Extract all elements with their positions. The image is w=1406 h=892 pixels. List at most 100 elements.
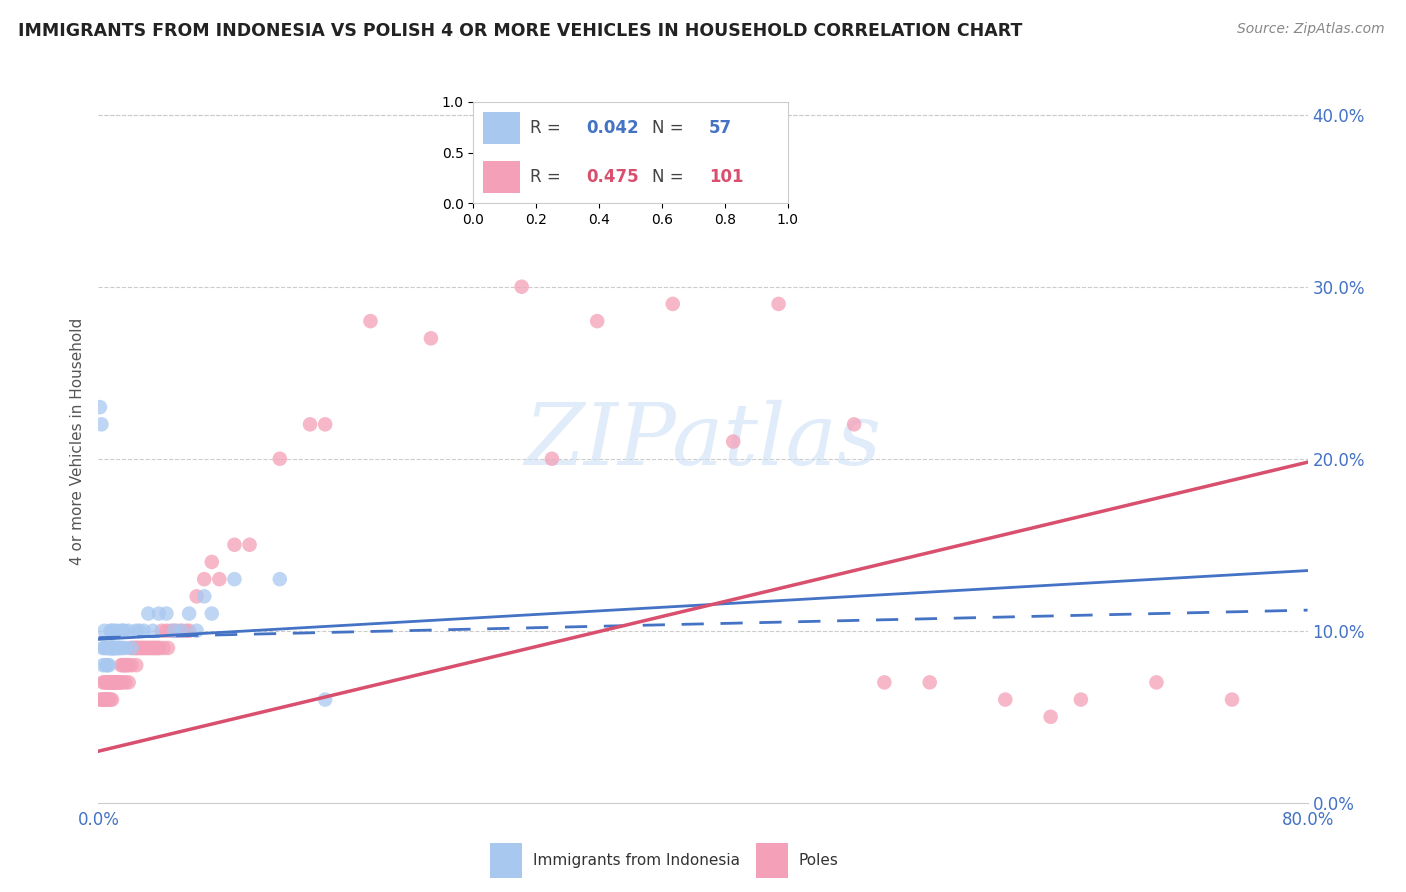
Point bbox=[156, 640, 179, 655]
Point bbox=[201, 555, 224, 569]
Point bbox=[98, 675, 121, 690]
Point bbox=[100, 624, 122, 638]
Point bbox=[174, 624, 197, 638]
Point bbox=[93, 640, 115, 655]
Point bbox=[108, 640, 131, 655]
Point bbox=[101, 640, 124, 655]
Text: Source: ZipAtlas.com: Source: ZipAtlas.com bbox=[1237, 22, 1385, 37]
Point bbox=[111, 675, 134, 690]
Point bbox=[918, 675, 941, 690]
Point bbox=[98, 658, 121, 673]
Point bbox=[166, 624, 188, 638]
Point bbox=[110, 658, 132, 673]
Point bbox=[105, 624, 128, 638]
Point bbox=[112, 624, 135, 638]
Point bbox=[100, 640, 122, 655]
Point bbox=[90, 417, 112, 432]
Point bbox=[100, 692, 122, 706]
Point bbox=[98, 640, 121, 655]
Point bbox=[120, 640, 142, 655]
Point bbox=[118, 624, 141, 638]
Point bbox=[129, 640, 152, 655]
Point bbox=[111, 624, 134, 638]
Point bbox=[844, 417, 866, 432]
Point bbox=[873, 675, 896, 690]
Point bbox=[768, 297, 790, 311]
Point bbox=[103, 640, 125, 655]
Point bbox=[114, 658, 136, 673]
Point bbox=[146, 640, 169, 655]
Point bbox=[96, 675, 118, 690]
Point bbox=[1039, 710, 1062, 724]
Point bbox=[145, 640, 167, 655]
Point bbox=[110, 675, 132, 690]
Point bbox=[98, 692, 121, 706]
Point bbox=[155, 624, 177, 638]
Point bbox=[193, 572, 215, 586]
Point bbox=[101, 624, 124, 638]
Point bbox=[121, 640, 143, 655]
Point bbox=[136, 640, 159, 655]
Point bbox=[142, 640, 165, 655]
Point bbox=[105, 640, 128, 655]
Point bbox=[148, 640, 170, 655]
Point bbox=[98, 675, 121, 690]
Point bbox=[132, 640, 155, 655]
Point bbox=[128, 640, 150, 655]
Point bbox=[208, 572, 231, 586]
Point bbox=[91, 640, 114, 655]
Point bbox=[94, 692, 117, 706]
Point bbox=[134, 640, 156, 655]
Point bbox=[91, 658, 114, 673]
Point bbox=[103, 624, 125, 638]
Point bbox=[103, 675, 125, 690]
Point bbox=[269, 451, 291, 466]
Point bbox=[420, 331, 443, 345]
Point bbox=[540, 451, 562, 466]
Point bbox=[586, 314, 609, 328]
Point bbox=[186, 590, 208, 604]
Point bbox=[107, 675, 129, 690]
Point bbox=[89, 400, 111, 414]
Point bbox=[150, 624, 173, 638]
Point bbox=[103, 640, 125, 655]
Point bbox=[91, 675, 114, 690]
Point bbox=[125, 640, 148, 655]
Point bbox=[103, 675, 125, 690]
Point bbox=[96, 640, 118, 655]
Point bbox=[100, 640, 122, 655]
Point bbox=[100, 675, 122, 690]
Point bbox=[101, 675, 124, 690]
Point bbox=[179, 607, 201, 621]
Point bbox=[314, 692, 336, 706]
Point bbox=[1220, 692, 1243, 706]
Point bbox=[224, 572, 246, 586]
Point bbox=[94, 658, 117, 673]
Point bbox=[160, 624, 183, 638]
Point bbox=[131, 640, 153, 655]
Point bbox=[114, 675, 136, 690]
Point bbox=[93, 692, 115, 706]
Y-axis label: 4 or more Vehicles in Household: 4 or more Vehicles in Household bbox=[69, 318, 84, 566]
Text: ZIPatlas: ZIPatlas bbox=[524, 401, 882, 483]
Point bbox=[360, 314, 382, 328]
Point bbox=[1144, 675, 1167, 690]
Text: IMMIGRANTS FROM INDONESIA VS POLISH 4 OR MORE VEHICLES IN HOUSEHOLD CORRELATION : IMMIGRANTS FROM INDONESIA VS POLISH 4 OR… bbox=[18, 22, 1022, 40]
Point bbox=[127, 640, 149, 655]
Point bbox=[100, 640, 122, 655]
Point bbox=[201, 607, 224, 621]
Point bbox=[104, 640, 127, 655]
Point bbox=[314, 417, 336, 432]
Point bbox=[111, 640, 134, 655]
Point bbox=[193, 590, 215, 604]
Point bbox=[124, 640, 146, 655]
Point bbox=[108, 675, 131, 690]
Point bbox=[94, 640, 117, 655]
Point bbox=[121, 658, 143, 673]
Point bbox=[103, 640, 125, 655]
Point bbox=[141, 640, 163, 655]
Point bbox=[163, 624, 186, 638]
Point bbox=[112, 658, 135, 673]
Point bbox=[103, 640, 125, 655]
Point bbox=[107, 640, 129, 655]
